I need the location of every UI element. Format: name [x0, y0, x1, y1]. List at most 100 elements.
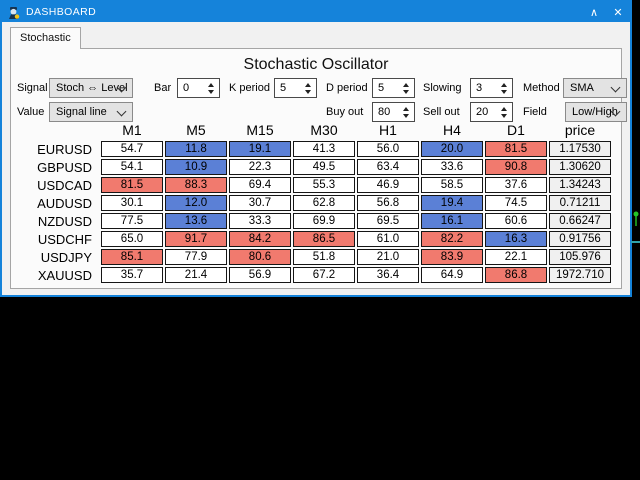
usdcad-d1-cell[interactable]: 37.6	[485, 177, 547, 193]
field-selected-value: Low/High	[572, 106, 618, 118]
nzdusd-m30-cell[interactable]: 69.9	[293, 213, 355, 229]
usdcad-h4-cell[interactable]: 58.5	[421, 177, 483, 193]
d-period-value: 5	[378, 82, 385, 94]
buy-out-label: Buy out	[326, 106, 364, 118]
usdjpy-price-cell: 105.976	[549, 249, 611, 265]
audusd-d1-cell[interactable]: 74.5	[485, 195, 547, 211]
usdjpy-m5-cell[interactable]: 77.9	[165, 249, 227, 265]
audusd-h4-cell[interactable]: 19.4	[421, 195, 483, 211]
method-select[interactable]: SMA	[563, 78, 627, 98]
spin-down-icon[interactable]	[403, 89, 409, 94]
nzdusd-price-cell: 0.66247	[549, 213, 611, 229]
eurusd-d1-cell[interactable]: 81.5	[485, 141, 547, 157]
minimize-button[interactable]: ∧	[589, 6, 599, 19]
xauusd-m5-cell[interactable]: 21.4	[165, 267, 227, 283]
close-button[interactable]: ✕	[613, 6, 623, 19]
usdjpy-d1-cell[interactable]: 22.1	[485, 249, 547, 265]
nzdusd-d1-cell[interactable]: 60.6	[485, 213, 547, 229]
slowing-label: Slowing	[423, 82, 462, 94]
spin-up-icon[interactable]	[403, 106, 409, 111]
bar-spinner[interactable]: 0	[177, 78, 220, 98]
eurusd-m30-cell[interactable]: 41.3	[293, 141, 355, 157]
eurusd-h4-cell[interactable]: 20.0	[421, 141, 483, 157]
gbpusd-m1-cell[interactable]: 54.1	[101, 159, 163, 175]
usdjpy-m1-cell[interactable]: 85.1	[101, 249, 163, 265]
usdcad-m1-cell[interactable]: 81.5	[101, 177, 163, 193]
usdjpy-m15-cell[interactable]: 80.6	[229, 249, 291, 265]
xauusd-m30-cell[interactable]: 67.2	[293, 267, 355, 283]
usdcad-m30-cell[interactable]: 55.3	[293, 177, 355, 193]
spin-down-icon[interactable]	[305, 89, 311, 94]
column-header-h4: H4	[443, 122, 461, 138]
usdcad-h1-cell[interactable]: 46.9	[357, 177, 419, 193]
spin-down-icon[interactable]	[501, 89, 507, 94]
column-header-m15: M15	[246, 122, 274, 138]
nzdusd-m1-cell[interactable]: 77.5	[101, 213, 163, 229]
bar-label: Bar	[154, 82, 172, 94]
k-period-spinner[interactable]: 5	[274, 78, 317, 98]
gbpusd-d1-cell[interactable]: 90.8	[485, 159, 547, 175]
gbpusd-h4-cell[interactable]: 33.6	[421, 159, 483, 175]
audusd-m1-cell[interactable]: 30.1	[101, 195, 163, 211]
gbpusd-m30-cell[interactable]: 49.5	[293, 159, 355, 175]
usdcad-m5-cell[interactable]: 88.3	[165, 177, 227, 193]
eurusd-m15-cell[interactable]: 19.1	[229, 141, 291, 157]
spin-up-icon[interactable]	[501, 82, 507, 87]
symbol-label-nzdusd: NZDUSD	[37, 213, 92, 229]
table-corner	[23, 121, 99, 139]
spin-up-icon[interactable]	[305, 82, 311, 87]
xauusd-h1-cell[interactable]: 36.4	[357, 267, 419, 283]
usdjpy-h1-cell[interactable]: 21.0	[357, 249, 419, 265]
spin-up-icon[interactable]	[208, 82, 214, 87]
spin-up-icon[interactable]	[403, 82, 409, 87]
buy-out-spinner[interactable]: 80	[372, 102, 415, 122]
signal-select[interactable]: Stoch ⇔ Level	[49, 78, 133, 98]
sell-out-spin-buttons	[498, 103, 510, 121]
spin-up-icon[interactable]	[501, 106, 507, 111]
field-select[interactable]: Low/High	[565, 102, 627, 122]
usdjpy-m30-cell[interactable]: 51.8	[293, 249, 355, 265]
gbpusd-m5-cell[interactable]: 10.9	[165, 159, 227, 175]
usdchf-m15-cell[interactable]: 84.2	[229, 231, 291, 247]
xauusd-m15-cell[interactable]: 56.9	[229, 267, 291, 283]
usdchf-m5-cell[interactable]: 91.7	[165, 231, 227, 247]
method-selected-value: SMA	[570, 82, 594, 94]
nzdusd-m15-cell[interactable]: 33.3	[229, 213, 291, 229]
audusd-m5-cell[interactable]: 12.0	[165, 195, 227, 211]
eurusd-m5-cell[interactable]: 11.8	[165, 141, 227, 157]
usdchf-d1-cell[interactable]: 16.3	[485, 231, 547, 247]
usdchf-h1-cell[interactable]: 61.0	[357, 231, 419, 247]
titlebar[interactable]: DASHBOARD ∧ ✕	[2, 2, 630, 22]
spin-down-icon[interactable]	[208, 89, 214, 94]
sell-out-spinner[interactable]: 20	[470, 102, 513, 122]
eurusd-h1-cell[interactable]: 56.0	[357, 141, 419, 157]
gbpusd-m15-cell[interactable]: 22.3	[229, 159, 291, 175]
signal-label: Signal	[17, 82, 48, 94]
nzdusd-m5-cell[interactable]: 13.6	[165, 213, 227, 229]
tab-stochastic[interactable]: Stochastic	[10, 27, 81, 49]
xauusd-d1-cell[interactable]: 86.8	[485, 267, 547, 283]
value-select[interactable]: Signal line	[49, 102, 133, 122]
eurusd-m1-cell[interactable]: 54.7	[101, 141, 163, 157]
usdchf-h4-cell[interactable]: 82.2	[421, 231, 483, 247]
slowing-spinner[interactable]: 3	[470, 78, 513, 98]
audusd-h1-cell[interactable]: 56.8	[357, 195, 419, 211]
nzdusd-h1-cell[interactable]: 69.5	[357, 213, 419, 229]
spin-down-icon[interactable]	[403, 113, 409, 118]
audusd-m30-cell[interactable]: 62.8	[293, 195, 355, 211]
gbpusd-h1-cell[interactable]: 63.4	[357, 159, 419, 175]
symbol-label-gbpusd: GBPUSD	[37, 159, 92, 175]
audusd-m15-cell[interactable]: 30.7	[229, 195, 291, 211]
dashboard-window: DASHBOARD ∧ ✕ Stochastic Stochastic Osci…	[0, 0, 632, 297]
nzdusd-h4-cell[interactable]: 16.1	[421, 213, 483, 229]
xauusd-m1-cell[interactable]: 35.7	[101, 267, 163, 283]
usdjpy-h4-cell[interactable]: 83.9	[421, 249, 483, 265]
spin-down-icon[interactable]	[501, 113, 507, 118]
usdcad-m15-cell[interactable]: 69.4	[229, 177, 291, 193]
xauusd-h4-cell[interactable]: 64.9	[421, 267, 483, 283]
usdchf-m30-cell[interactable]: 86.5	[293, 231, 355, 247]
chart-price-line	[631, 241, 640, 243]
d-period-spinner[interactable]: 5	[372, 78, 415, 98]
usdchf-m1-cell[interactable]: 65.0	[101, 231, 163, 247]
